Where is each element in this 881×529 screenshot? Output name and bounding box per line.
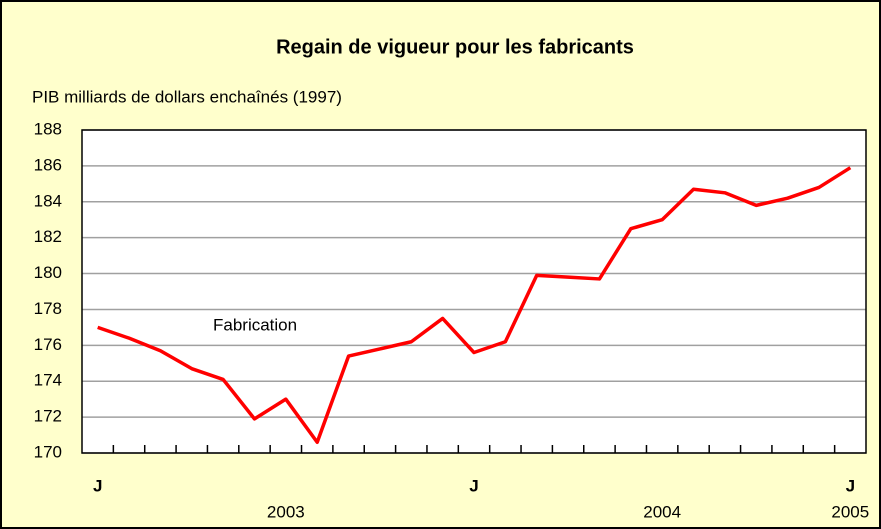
y-tick-label: 184 [34, 191, 62, 210]
y-tick-label: 170 [34, 442, 62, 461]
year-label: 2003 [267, 502, 305, 521]
y-tick-label: 178 [34, 299, 62, 318]
y-tick-label: 176 [34, 335, 62, 354]
plot-border [81, 129, 867, 454]
y-tick-label: 182 [34, 227, 62, 246]
y-tick-label: 172 [34, 407, 62, 426]
x-tick-label: J [846, 476, 855, 495]
data-line [97, 166, 852, 444]
plot-area [82, 130, 866, 453]
y-tick-label: 188 [34, 119, 62, 138]
y-axis-label: PIB milliards de dollars enchaînés (1997… [32, 87, 342, 106]
year-label: 2004 [643, 502, 681, 521]
chart-title: Regain de vigueur pour les fabricants [276, 36, 634, 58]
y-tick-label: 186 [34, 155, 62, 174]
x-tick-label: J [469, 476, 478, 495]
x-tick-label: J [93, 476, 102, 495]
y-tick-label: 174 [34, 371, 62, 390]
year-label: 2005 [831, 502, 869, 521]
y-tick-label: 180 [34, 263, 62, 282]
series-label: Fabrication [213, 315, 297, 334]
